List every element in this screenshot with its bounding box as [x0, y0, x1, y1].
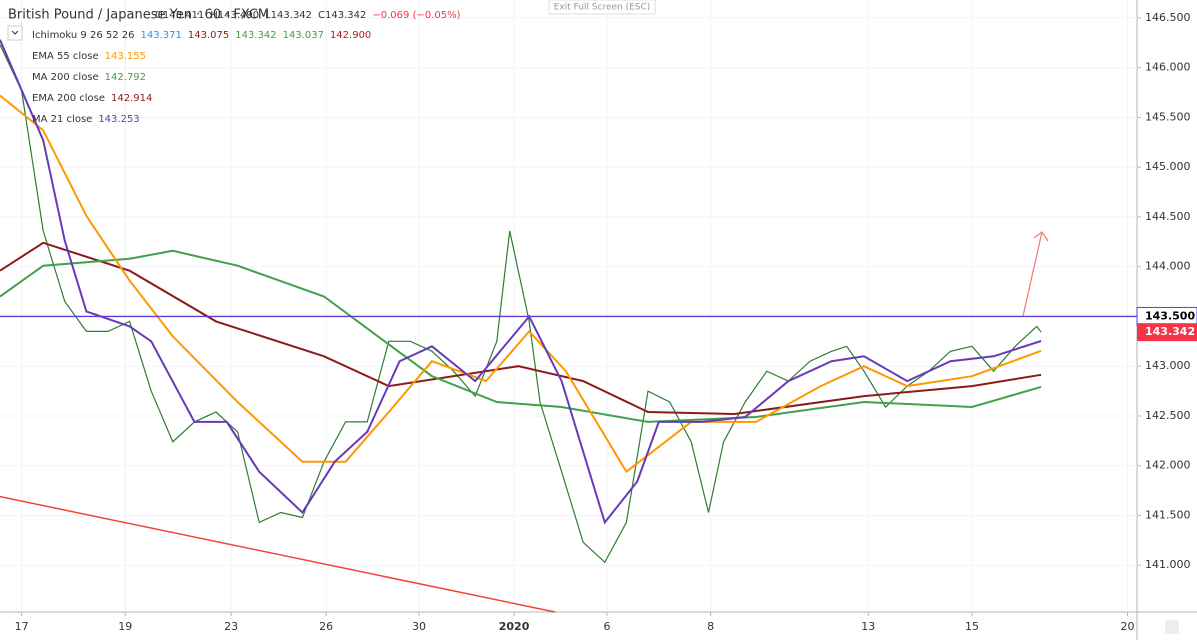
x-tick-label: 30 — [412, 620, 426, 633]
x-tick-label: 2020 — [499, 620, 530, 633]
trendline — [0, 495, 556, 613]
indicator-value: 143.253 — [98, 114, 139, 125]
x-tick-label: 8 — [707, 620, 714, 633]
y-tick-label: 143.000 — [1145, 359, 1191, 372]
series-line — [0, 94, 1042, 474]
y-tick-label: 142.500 — [1145, 409, 1191, 422]
indicator-name: EMA 200 close — [32, 93, 105, 104]
ohlc-value: L143.342 — [265, 10, 312, 21]
y-tick-label: 145.000 — [1145, 160, 1191, 173]
x-tick-label: 13 — [861, 620, 875, 633]
y-tick-label: 141.500 — [1145, 508, 1191, 521]
ohlc-value: C143.342 — [318, 10, 366, 21]
scale-button[interactable] — [1165, 620, 1179, 634]
indicator-name: MA 200 close — [32, 72, 99, 83]
indicator-value: 142.900 — [330, 30, 371, 41]
ohlc-value: H143.490 — [210, 10, 259, 21]
y-tick-label: 144.500 — [1145, 210, 1191, 223]
y-tick-label: 146.000 — [1145, 61, 1191, 74]
exit-box[interactable] — [548, 0, 656, 15]
indicator-value: 142.914 — [111, 93, 152, 104]
plot — [0, 0, 1137, 613]
x-tick-label: 23 — [224, 620, 238, 633]
indicator-name: EMA 55 close — [32, 51, 99, 62]
price-label: 143.500 — [1145, 309, 1195, 322]
indicator-value: 142.792 — [105, 72, 146, 83]
indicator-value: 143.155 — [105, 51, 146, 62]
ohlc-value: O143.411 — [155, 10, 204, 21]
x-tick-label: 20 — [1120, 620, 1134, 633]
chart-title: British Pound / Japanese Yen · 60 · FXCM — [8, 8, 269, 23]
x-tick-label: 19 — [118, 620, 132, 633]
x-tick-label: 15 — [965, 620, 979, 633]
last-price-box — [1137, 323, 1197, 342]
x-tick-label: 26 — [319, 620, 333, 633]
x-tick-label: 17 — [15, 620, 29, 633]
collapse-icon[interactable] — [11, 30, 19, 35]
indicator-value: 143.037 — [283, 30, 324, 41]
series-line — [0, 39, 1042, 525]
series-line — [0, 241, 1042, 416]
indicator-name: MA 21 close — [32, 114, 92, 125]
x-tick-label: 6 — [603, 620, 610, 633]
indicator-value: 143.371 — [141, 30, 182, 41]
indicator-name: Ichimoku 9 26 52 26 — [32, 30, 135, 41]
y-tick-label: 145.500 — [1145, 110, 1191, 123]
y-tick-label: 141.000 — [1145, 558, 1191, 571]
series-line — [0, 249, 1042, 423]
last-price-label: 143.342 — [1145, 325, 1195, 338]
y-tick-label: 144.000 — [1145, 260, 1191, 273]
ohlc-value: −0.069 (−0.05%) — [372, 10, 460, 21]
collapse-button[interactable] — [7, 25, 23, 41]
indicator-value: 143.075 — [188, 30, 229, 41]
y-tick-label: 146.500 — [1145, 11, 1191, 24]
series-line — [0, 44, 1042, 564]
exit-text[interactable]: Exit Full Screen (ESC) — [554, 3, 651, 13]
indicator-value: 143.342 — [235, 30, 276, 41]
y-tick-label: 142.000 — [1145, 459, 1191, 472]
arrow — [1022, 231, 1049, 317]
